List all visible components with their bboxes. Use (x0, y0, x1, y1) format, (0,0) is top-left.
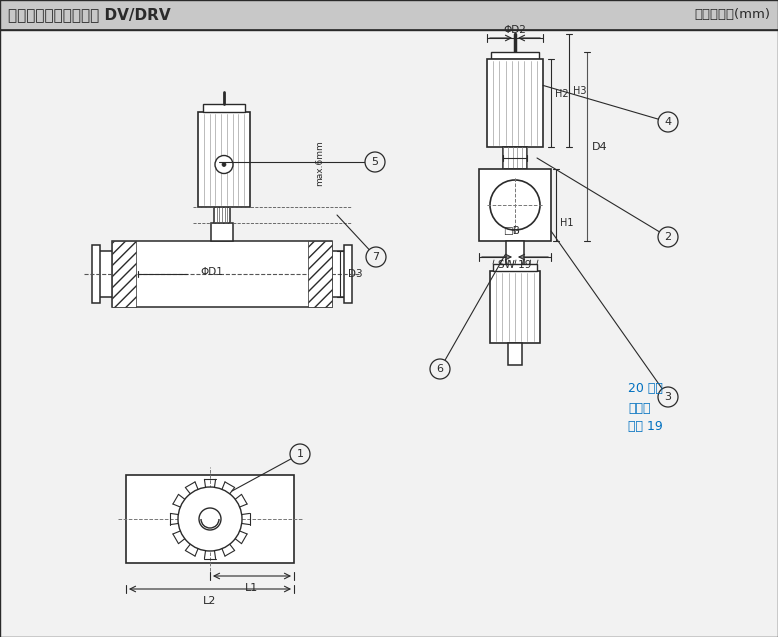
Bar (92, 245, 100, 303)
Circle shape (430, 359, 450, 379)
Text: 3: 3 (664, 392, 671, 402)
Text: H1: H1 (560, 218, 573, 228)
Text: D4: D4 (592, 141, 608, 152)
Text: max.6mm: max.6mm (316, 140, 324, 186)
Text: ΦD2: ΦD2 (503, 25, 527, 35)
Circle shape (658, 387, 678, 407)
Bar (112, 241, 136, 307)
Circle shape (199, 508, 221, 530)
Text: 6: 6 (436, 364, 443, 374)
Bar (490, 271, 540, 343)
Text: L1: L1 (245, 583, 258, 593)
Bar (203, 104, 245, 112)
Bar (198, 112, 250, 207)
Text: 外形及连接尺寸：型号 DV/DRV: 外形及连接尺寸：型号 DV/DRV (8, 8, 170, 22)
Bar (491, 52, 539, 59)
Text: 5: 5 (372, 157, 379, 167)
Bar (112, 241, 332, 307)
Bar (214, 207, 230, 223)
Text: SW 19: SW 19 (499, 260, 531, 270)
Circle shape (222, 162, 226, 166)
Bar (479, 169, 551, 241)
Bar (506, 241, 524, 266)
Bar (126, 475, 294, 563)
Circle shape (178, 487, 242, 551)
Circle shape (366, 247, 386, 267)
Text: ΦD1: ΦD1 (201, 267, 223, 277)
Circle shape (365, 152, 385, 172)
Text: H3: H3 (573, 85, 587, 96)
Text: 尺寸单位：(mm): 尺寸单位：(mm) (694, 8, 770, 22)
Text: □B: □B (503, 226, 520, 236)
Text: 7: 7 (373, 252, 380, 262)
Bar (344, 245, 352, 303)
Circle shape (215, 155, 233, 173)
Text: 以上对: 以上对 (628, 401, 650, 415)
Bar (493, 264, 537, 271)
Bar (0, 0, 778, 30)
Bar (487, 59, 543, 147)
Bar (98, 251, 112, 297)
Circle shape (658, 227, 678, 247)
Text: 4: 4 (664, 117, 671, 127)
Text: L2: L2 (203, 596, 217, 606)
Text: 1: 1 (296, 449, 303, 459)
Text: 边宽 19: 边宽 19 (628, 420, 663, 434)
Bar (508, 343, 522, 365)
Bar (308, 241, 332, 307)
Bar (503, 147, 527, 169)
Bar (211, 223, 233, 241)
Text: D3: D3 (348, 269, 363, 279)
Text: 20 通径: 20 通径 (628, 382, 663, 396)
Circle shape (658, 112, 678, 132)
Circle shape (290, 444, 310, 464)
Bar (332, 251, 346, 297)
Circle shape (490, 180, 540, 230)
Text: H2: H2 (555, 89, 569, 99)
Text: 2: 2 (664, 232, 671, 242)
